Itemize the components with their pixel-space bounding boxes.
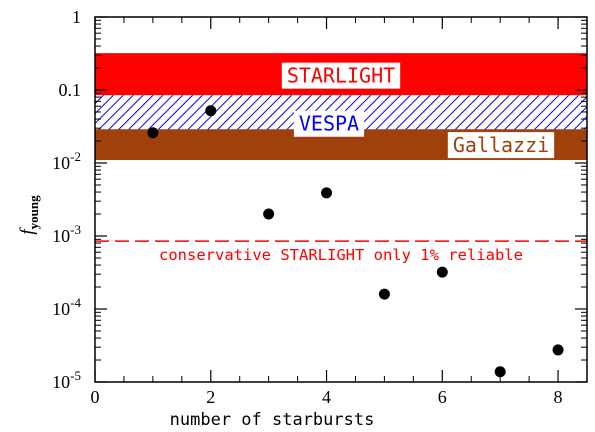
y-axis-title: fyoung	[17, 195, 41, 235]
bands-layer: STARLIGHT VESPA Gallazzi	[95, 53, 587, 160]
reference-line-label: conservative STARLIGHT only 1% reliable	[159, 246, 523, 264]
band-label-starlight: STARLIGHT	[281, 62, 401, 89]
x-axis-title: number of starbursts	[170, 410, 375, 430]
x-tick-label: 4	[322, 387, 331, 407]
band-label-text-gallazzi: Gallazzi	[453, 133, 549, 157]
points-layer	[147, 105, 564, 378]
data-point-8	[552, 344, 564, 356]
x-tick-label: 0	[91, 387, 100, 407]
data-point-2	[205, 105, 217, 117]
x-tick-label: 2	[206, 387, 215, 407]
band-label-box-gallazzi	[447, 132, 555, 159]
data-point-6	[436, 266, 448, 278]
y-axis-title-subscript: young	[26, 195, 41, 229]
data-point-3	[263, 208, 275, 220]
band-label-text-starlight: STARLIGHT	[287, 64, 395, 88]
ticks-layer: 0 2 4 6 8 1 0.1 10-2 10-3 10-4 10-5	[52, 7, 588, 407]
data-point-1	[147, 127, 159, 139]
y-tick-label: 10-2	[52, 149, 81, 173]
band-label-box-vespa	[293, 110, 365, 137]
data-point-4	[321, 187, 333, 199]
plot-frame	[94, 16, 588, 383]
y-tick-label: 10-5	[52, 368, 81, 392]
y-axis-title-main: f	[17, 227, 38, 235]
svg-text:fyoung: fyoung	[17, 195, 41, 235]
y-tick-label: 0.1	[59, 80, 82, 100]
x-tick-label: 8	[554, 387, 563, 407]
y-tick-label: 1	[72, 7, 81, 27]
data-point-5	[378, 288, 390, 300]
band-label-box-starlight	[281, 62, 401, 89]
data-point-7	[494, 366, 506, 378]
y-tick-label: 10-3	[52, 222, 81, 246]
band-label-vespa: VESPA	[293, 110, 365, 137]
band-label-text-vespa: VESPA	[299, 112, 359, 136]
reference-line-layer: conservative STARLIGHT only 1% reliable	[95, 240, 587, 264]
y-tick-label: 10-4	[52, 295, 81, 319]
band-label-gallazzi: Gallazzi	[447, 132, 555, 159]
x-tick-label: 6	[438, 387, 447, 407]
